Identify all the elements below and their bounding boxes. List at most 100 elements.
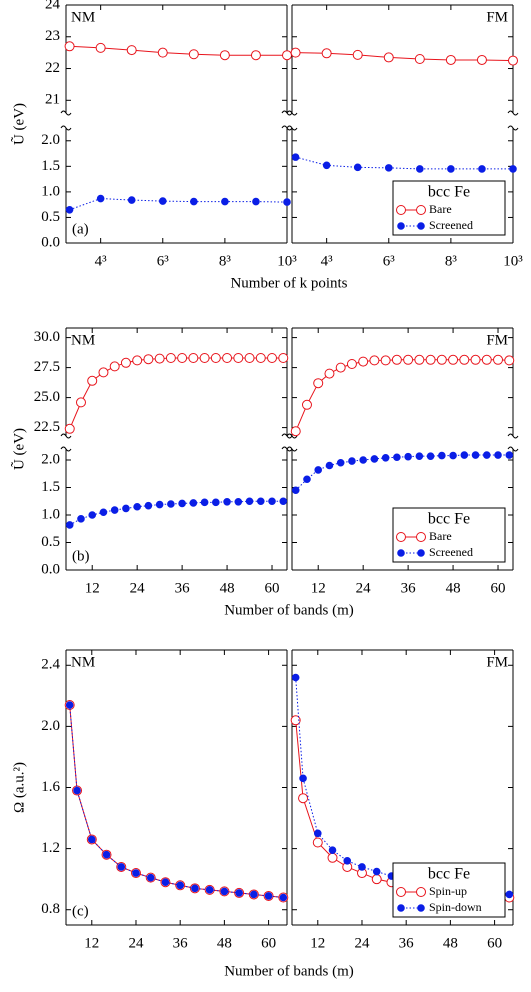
y-tick-label: 1.5 [41, 479, 60, 495]
x-tick-label: 60 [491, 580, 506, 596]
axis-break [286, 446, 298, 452]
data-point [126, 45, 137, 56]
x-tick-label: 36 [401, 580, 417, 596]
data-point [146, 873, 155, 882]
legend-marker [417, 549, 425, 557]
data-point [343, 857, 352, 865]
data-point [223, 498, 231, 506]
data-point [95, 42, 106, 53]
data-point [372, 867, 381, 876]
legend-title: bcc Fe [428, 511, 470, 528]
data-point [283, 198, 291, 206]
x-tick-label: 4³ [321, 253, 334, 269]
x-tick-label: 36 [173, 935, 189, 951]
x-tick-label: 12 [85, 580, 100, 596]
data-point [403, 354, 414, 365]
legend-marker [397, 904, 405, 912]
data-point [88, 511, 97, 519]
data-point [509, 165, 517, 173]
data-point [404, 452, 412, 461]
data-point [301, 399, 312, 410]
y-tick-label: 0.8 [41, 901, 60, 917]
y-tick-label: 23 [45, 28, 60, 44]
axis-break [507, 110, 519, 116]
data-point [505, 890, 514, 899]
axis-break [60, 433, 72, 439]
data-point [352, 49, 363, 60]
x-tick-label: 36 [399, 935, 415, 951]
series-line [295, 677, 510, 895]
data-point [73, 786, 81, 795]
legend-box [392, 180, 506, 236]
data-point [117, 863, 126, 871]
data-point [75, 397, 86, 408]
y-tick-label: 27.5 [34, 359, 60, 375]
y-tick-label: 2.0 [41, 132, 60, 148]
y-tick-label: 2.0 [41, 451, 60, 467]
x-axis-label: Number of bands (m) [224, 602, 354, 618]
panel-label: (c) [72, 903, 89, 919]
x-tick-label: 8³ [219, 253, 232, 269]
data-point [77, 515, 85, 523]
data-point [64, 41, 75, 52]
data-point [448, 354, 459, 365]
data-point [291, 673, 300, 682]
data-point [476, 54, 487, 65]
x-tick-label: 24 [128, 935, 144, 951]
axis-break [286, 433, 298, 439]
legend-marker [396, 205, 406, 215]
series-line [295, 454, 510, 491]
data-point [98, 367, 109, 378]
x-tick-label: 12 [311, 580, 326, 596]
legend-box [392, 507, 506, 563]
data-point [210, 353, 221, 363]
data-point [264, 892, 273, 900]
data-point [161, 878, 170, 887]
data-point [64, 423, 75, 434]
data-point [143, 354, 154, 365]
y-tick-label: 1.0 [41, 506, 60, 522]
y-tick-label: 0.0 [41, 561, 60, 577]
axis-break [507, 125, 519, 131]
subplot-label: FM [486, 9, 508, 25]
legend-marker [417, 904, 425, 912]
y-tick-label: 1.2 [41, 840, 60, 856]
subplot-label: NM [71, 9, 95, 25]
data-point [414, 54, 425, 64]
data-point [482, 451, 491, 459]
series-line [69, 45, 287, 56]
data-point [505, 451, 514, 459]
data-point [96, 194, 105, 203]
y-tick-label: 0.5 [41, 209, 60, 225]
data-point [120, 357, 131, 368]
legend-label: Bare [429, 202, 452, 216]
data-point [176, 881, 184, 890]
y-tick-label: 21 [45, 92, 60, 108]
x-tick-label: 60 [265, 580, 280, 596]
data-point [358, 356, 369, 367]
x-tick-label: 48 [443, 935, 458, 951]
y-tick-label: 2.0 [41, 718, 60, 734]
data-point [87, 375, 98, 386]
panel-label: (a) [72, 221, 89, 237]
subplot-label: FM [486, 332, 508, 348]
y-tick-label: 1.5 [41, 158, 60, 174]
data-point [371, 874, 382, 885]
axis-break [286, 125, 298, 131]
data-point [132, 869, 140, 877]
data-point [157, 47, 168, 58]
data-point [290, 715, 301, 726]
data-point [233, 353, 244, 363]
data-point [322, 161, 331, 170]
y-tick-label: 22 [45, 60, 60, 76]
data-point [471, 451, 480, 459]
legend-label: Spin-up [429, 884, 467, 898]
data-point [336, 458, 345, 467]
series-line [69, 198, 288, 211]
legend-marker [397, 549, 405, 557]
legend-marker [416, 887, 426, 897]
data-point [188, 49, 199, 60]
x-tick-label: 24 [130, 580, 146, 596]
data-point [303, 475, 311, 484]
data-point [314, 466, 323, 474]
